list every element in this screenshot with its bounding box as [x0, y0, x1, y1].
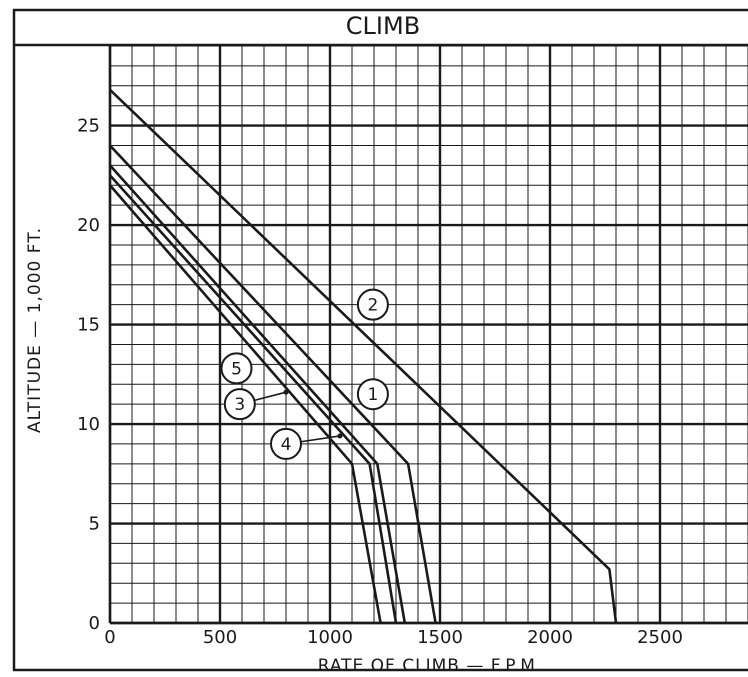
callout-circle-1 — [356, 378, 389, 411]
callout-label-2: 2 — [367, 296, 378, 316]
outer-border — [12, 8, 748, 672]
callout-arrowhead-3 — [283, 389, 289, 395]
x-tick-label: 500 — [203, 627, 237, 648]
x-tick-label: 1000 — [307, 627, 353, 648]
callout-leader-3 — [254, 391, 287, 402]
series-line-3 — [109, 184, 382, 624]
series-line-1 — [109, 164, 407, 624]
y-axis-label: ALTITUDE — 1,000 FT. — [25, 227, 45, 433]
callout-circle-4 — [270, 427, 302, 460]
callout-arrowhead-4 — [337, 433, 343, 439]
x-tick-label: 0 — [104, 627, 115, 648]
y-tick-label: 25 — [77, 116, 100, 137]
callout-circle-3 — [223, 388, 256, 421]
callout-label-3: 3 — [234, 395, 245, 415]
y-axis-ticks: 0 5 10 15 20 25 — [77, 116, 100, 634]
x-axis-label: RATE OF CLIMB — F.P.M. — [318, 656, 543, 676]
x-tick-label: 2000 — [527, 627, 573, 648]
y-tick-label: 20 — [77, 215, 100, 236]
x-tick-label: 2500 — [637, 627, 683, 648]
series-lines — [109, 88, 618, 624]
y-tick-label: 0 — [89, 613, 100, 634]
series-line-5 — [109, 144, 437, 624]
series-line-4 — [109, 174, 398, 624]
y-tick-label: 15 — [77, 315, 100, 336]
x-axis-ticks: 0 500 1000 1500 2000 2500 — [104, 627, 683, 648]
callout-circle-5 — [220, 352, 253, 385]
major-grid — [108, 46, 748, 625]
minor-grid — [110, 45, 748, 623]
chart-border — [12, 8, 748, 672]
series-line-2 — [109, 88, 618, 624]
callout-label-5: 5 — [231, 359, 242, 379]
y-tick-label: 5 — [89, 514, 100, 535]
callout-leader-4 — [300, 435, 341, 443]
series-callouts: 2 1 5 3 4 — [220, 288, 389, 460]
callout-label-1: 1 — [367, 385, 378, 405]
callout-label-4: 4 — [281, 435, 292, 455]
x-tick-label: 1500 — [417, 627, 463, 648]
chart-title: CLIMB — [346, 12, 420, 40]
y-tick-label: 10 — [77, 414, 100, 435]
callout-circle-2 — [356, 288, 389, 321]
